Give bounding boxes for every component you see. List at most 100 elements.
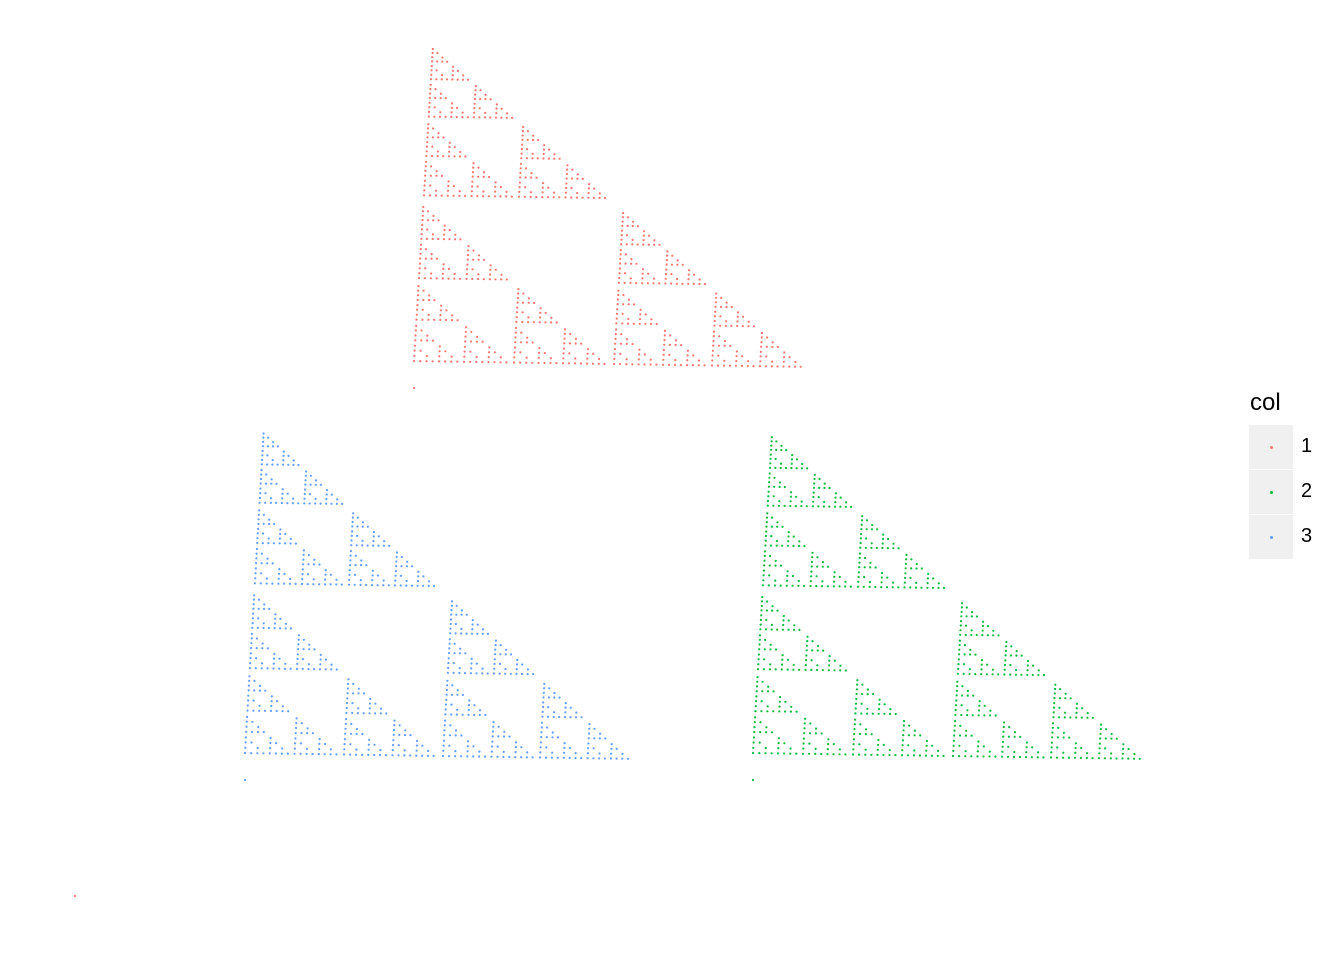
- point-series-3: [281, 488, 284, 491]
- point-series-1: [431, 233, 434, 236]
- point-series-1: [500, 273, 503, 276]
- point-series-1: [443, 233, 446, 236]
- point-series-1: [413, 344, 416, 347]
- point-series-2: [767, 490, 770, 493]
- point-series-1: [698, 282, 701, 286]
- point-series-3: [319, 663, 322, 666]
- point-series-2: [828, 659, 831, 662]
- legend-dot-1: [1270, 446, 1273, 449]
- point-series-1: [681, 282, 684, 285]
- point-series-3: [270, 700, 273, 703]
- point-series-2: [787, 535, 790, 538]
- point-series-1: [425, 145, 428, 148]
- point-series-3: [551, 751, 554, 754]
- point-series-3: [416, 739, 419, 743]
- point-series-2: [1053, 692, 1056, 695]
- point-series-3: [293, 747, 296, 750]
- point-series-2: [792, 663, 795, 667]
- point-series-3: [345, 718, 348, 721]
- point-series-1: [475, 355, 478, 359]
- point-series-1: [573, 362, 577, 365]
- point-series-1: [794, 360, 797, 364]
- point-series-1: [472, 166, 475, 169]
- point-series-1: [715, 296, 718, 299]
- point-series-3: [247, 689, 250, 692]
- point-series-2: [954, 708, 957, 712]
- point-series-2: [1075, 711, 1078, 715]
- point-series-1: [484, 98, 487, 101]
- point-series-2: [885, 586, 889, 589]
- point-series-3: [458, 667, 461, 670]
- point-series-1: [521, 311, 524, 314]
- point-series-1: [467, 249, 470, 252]
- point-series-3: [516, 658, 519, 662]
- point-series-2: [764, 638, 767, 642]
- point-series-2: [925, 744, 928, 747]
- point-series-3: [450, 600, 454, 603]
- point-series-2: [816, 664, 819, 667]
- point-series-3: [307, 553, 310, 557]
- point-series-2: [976, 755, 979, 758]
- point-series-1: [419, 349, 422, 352]
- point-series-1: [487, 195, 490, 198]
- point-series-2: [768, 466, 772, 469]
- point-series-2: [763, 658, 766, 661]
- point-series-2: [771, 605, 774, 608]
- point-series-2: [904, 562, 908, 565]
- point-series-2: [833, 571, 836, 574]
- point-series-1: [541, 196, 544, 199]
- point-series-3: [492, 725, 495, 728]
- point-series-3: [569, 716, 572, 719]
- point-series-1: [788, 356, 791, 359]
- point-series-2: [1015, 654, 1018, 657]
- point-series-1: [680, 344, 683, 347]
- point-series-2: [964, 755, 967, 758]
- point-series-2: [981, 624, 985, 628]
- point-series-3: [355, 727, 359, 731]
- point-series-3: [520, 756, 523, 759]
- point-series-3: [325, 493, 328, 496]
- point-series-1: [493, 351, 496, 354]
- point-series-3: [348, 578, 351, 581]
- point-series-1: [476, 335, 479, 338]
- point-series-3: [272, 667, 275, 670]
- point-series-2: [758, 752, 761, 755]
- point-series-3: [460, 734, 463, 737]
- point-series-2: [903, 581, 906, 584]
- point-series-1: [543, 144, 546, 147]
- point-series-2: [886, 576, 889, 579]
- point-series-3: [409, 754, 412, 757]
- point-series-1: [515, 320, 518, 323]
- point-series-1: [433, 318, 436, 321]
- point-series-3: [269, 497, 273, 500]
- point-series-3: [249, 652, 252, 655]
- point-series-1: [470, 194, 473, 198]
- point-series-1: [521, 134, 524, 137]
- point-series-3: [257, 607, 260, 610]
- point-series-1: [456, 360, 459, 363]
- point-series-2: [759, 623, 762, 626]
- point-series-3: [271, 562, 274, 565]
- point-series-3: [392, 743, 395, 747]
- point-series-2: [861, 683, 864, 686]
- point-series-2: [804, 668, 807, 672]
- point-series-3: [460, 627, 463, 631]
- point-series-1: [494, 190, 497, 193]
- point-series-1: [621, 216, 625, 219]
- point-series-3: [265, 582, 268, 585]
- point-series-2: [764, 747, 767, 750]
- point-series-1: [759, 360, 762, 363]
- point-series-1: [565, 177, 568, 180]
- point-series-3: [514, 756, 517, 759]
- point-series-3: [268, 607, 271, 611]
- point-series-1: [474, 85, 477, 88]
- point-series-3: [329, 583, 332, 586]
- point-series-2: [838, 575, 841, 579]
- point-series-1: [453, 238, 457, 241]
- point-series-1: [500, 116, 503, 119]
- point-series-3: [475, 662, 478, 665]
- point-series-1: [433, 299, 436, 302]
- point-series-3: [491, 735, 494, 738]
- point-series-2: [803, 545, 806, 548]
- point-series-2: [1030, 756, 1033, 759]
